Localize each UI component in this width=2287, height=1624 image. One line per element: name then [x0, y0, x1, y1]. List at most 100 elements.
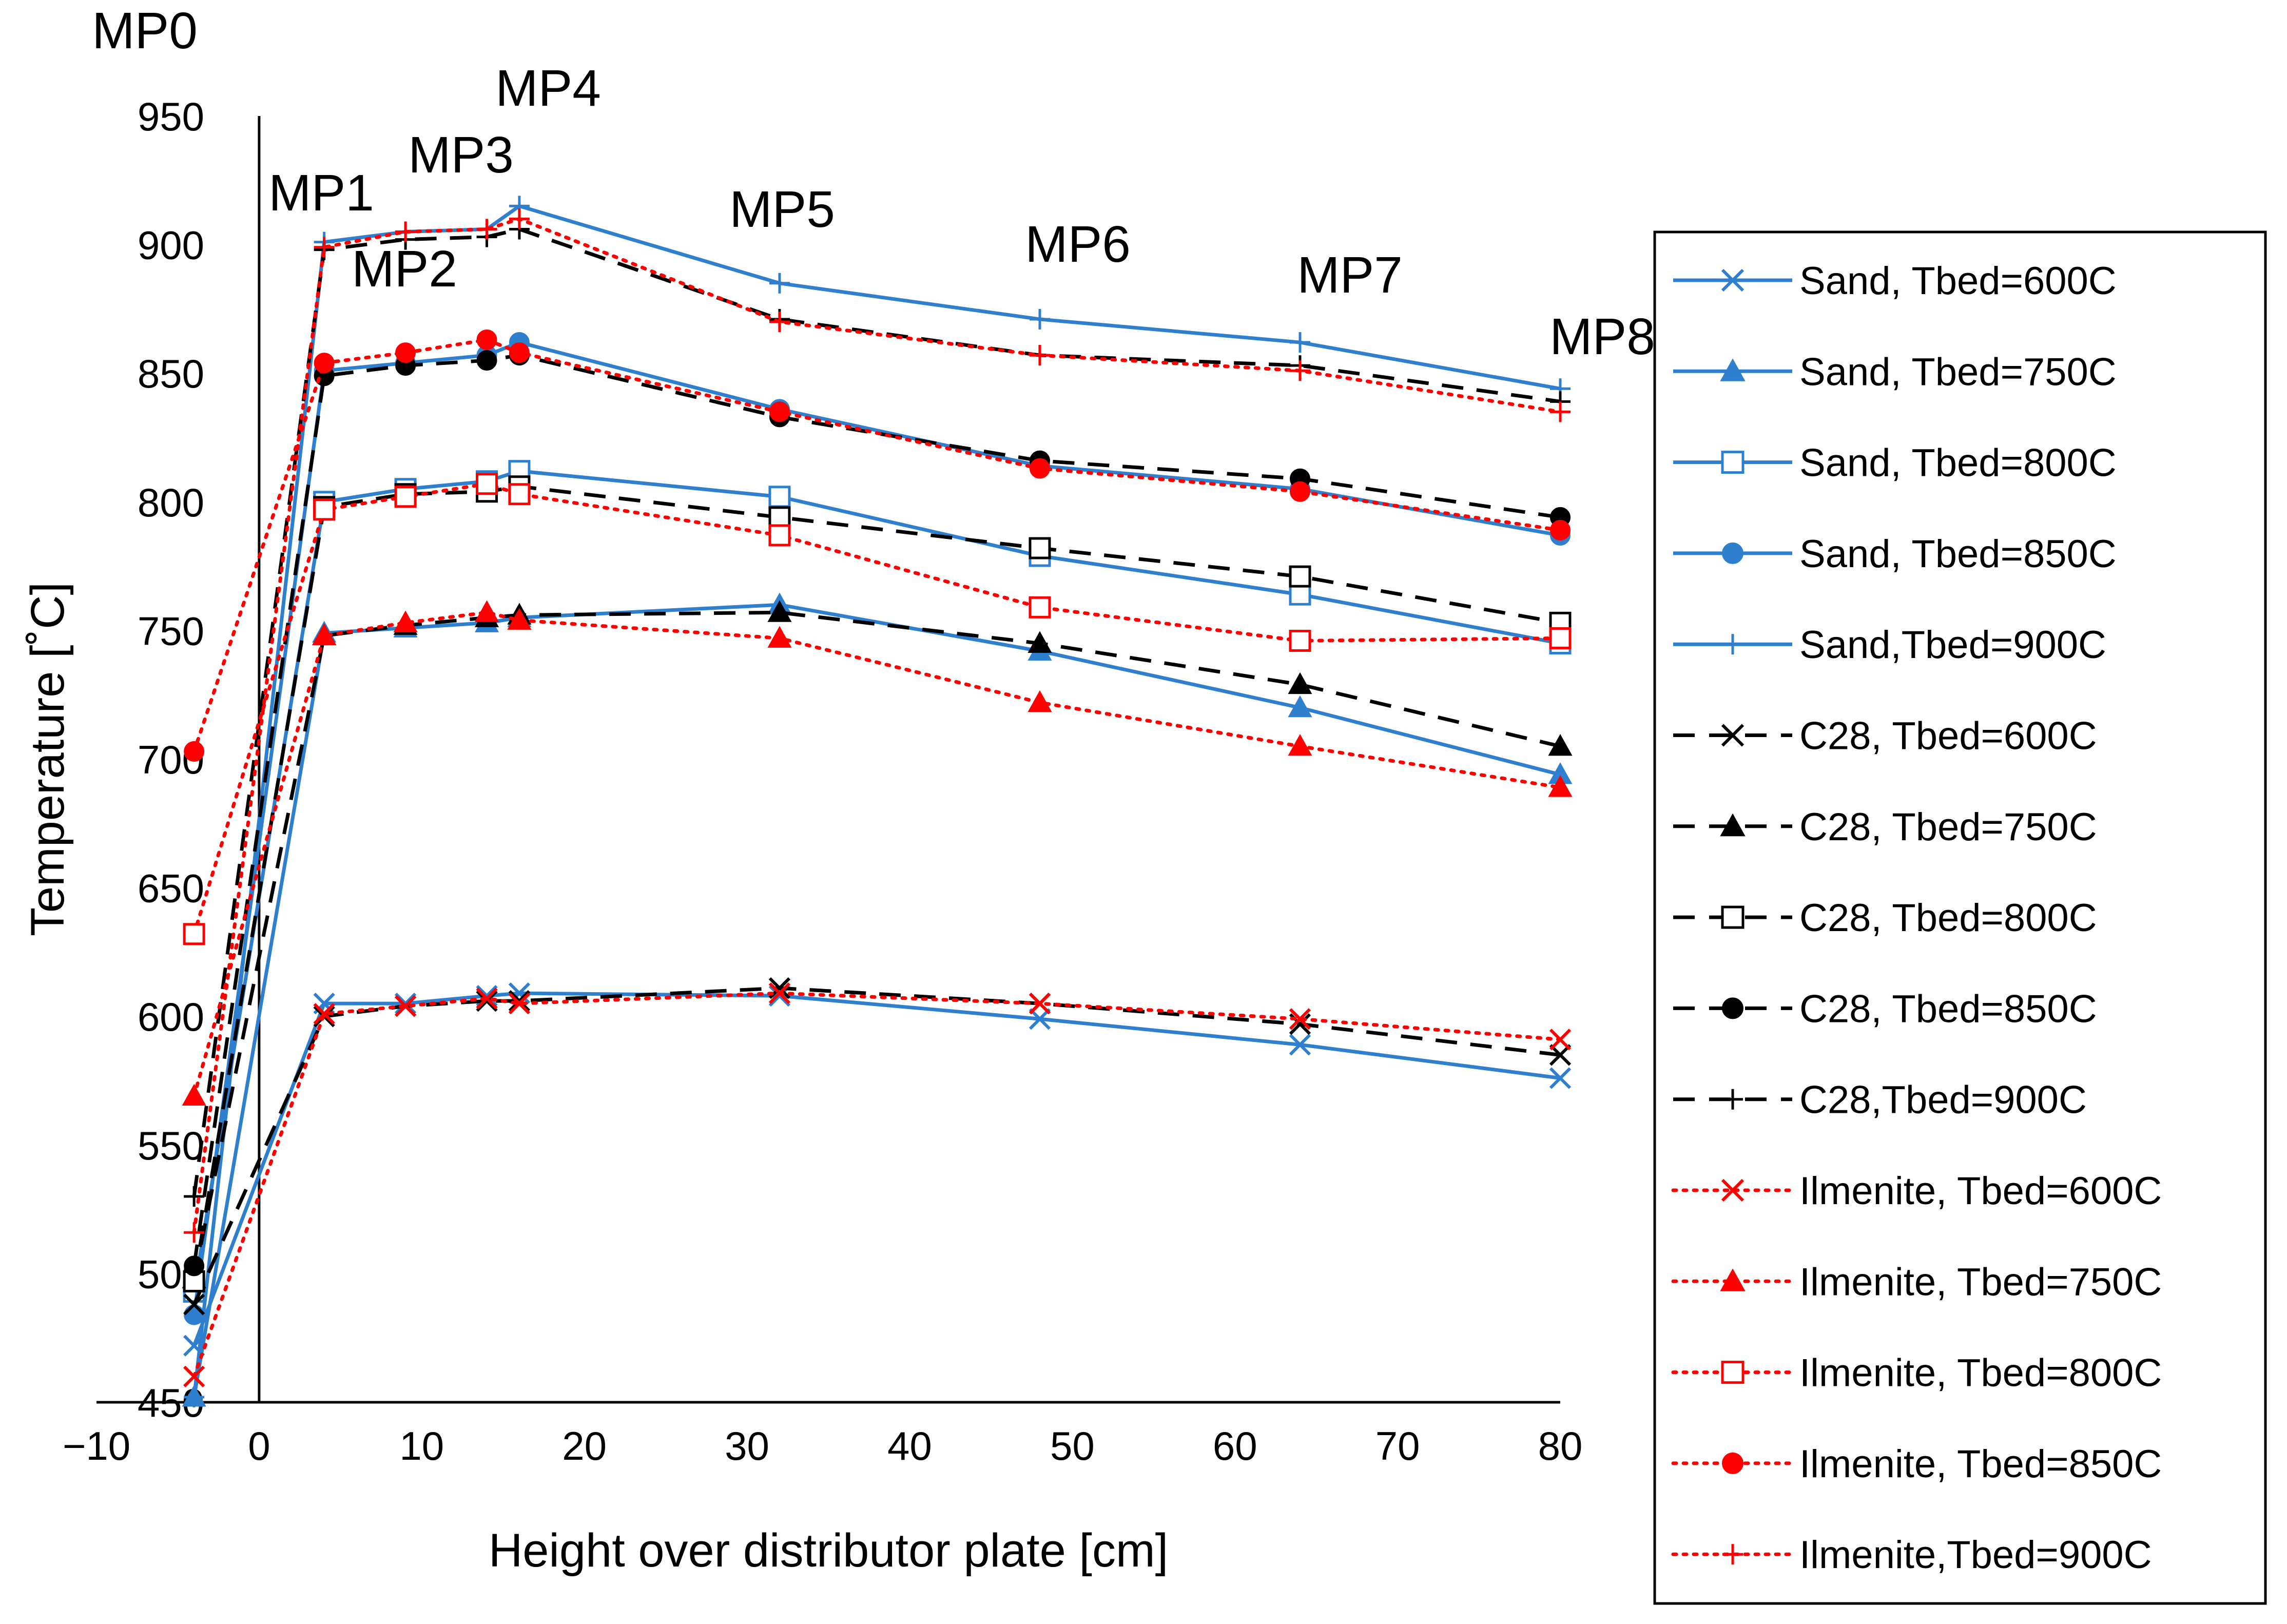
legend-label: Sand,Tbed=900C — [1799, 623, 2106, 667]
legend-item: C28, Tbed=750C — [1673, 805, 2097, 849]
legend-label: Sand, Tbed=600C — [1799, 259, 2117, 303]
data-point — [1549, 627, 1572, 649]
legend-marker — [1721, 268, 1745, 292]
x-tick-label: 60 — [1213, 1423, 1257, 1468]
y-axis-title: Temperature [˚C] — [22, 582, 74, 936]
legend-label: Sand, Tbed=850C — [1799, 532, 2117, 576]
data-point — [184, 1255, 205, 1277]
data-point — [1548, 734, 1573, 756]
data-point — [1028, 690, 1052, 712]
legend-label: Sand, Tbed=750C — [1799, 350, 2117, 394]
series-13 — [183, 473, 1572, 945]
mp-label-mp5: MP5 — [729, 181, 835, 238]
legend-item: Sand, Tbed=750C — [1673, 350, 2117, 394]
legend-item: C28, Tbed=850C — [1673, 987, 2097, 1031]
series-2 — [182, 592, 1573, 1407]
data-point — [1550, 401, 1571, 422]
data-point — [768, 524, 791, 547]
data-point — [769, 401, 790, 422]
legend-marker — [1721, 1178, 1745, 1202]
y-tick-label: 600 — [138, 994, 204, 1039]
x-tick-label: 30 — [725, 1423, 769, 1468]
data-point — [313, 1003, 335, 1025]
y-tick-label: 750 — [138, 608, 204, 653]
data-point — [769, 273, 790, 294]
data-point — [183, 1365, 205, 1388]
legend-item: Ilmenite, Tbed=800C — [1671, 1351, 2162, 1395]
legend-label: Ilmenite, Tbed=850C — [1799, 1442, 2162, 1486]
data-point — [1288, 672, 1312, 694]
data-point — [1550, 519, 1571, 540]
legend-item: C28, Tbed=800C — [1673, 896, 2097, 940]
data-point — [184, 1222, 205, 1243]
series-line — [192, 991, 1562, 1379]
data-point — [476, 990, 498, 1012]
series-12 — [182, 600, 1573, 1106]
legend-label: C28, Tbed=800C — [1799, 896, 2097, 940]
series-line — [192, 610, 1561, 1280]
legend-marker — [1720, 1268, 1746, 1291]
data-point — [1289, 360, 1310, 381]
legend-label: Ilmenite,Tbed=900C — [1799, 1533, 2152, 1577]
legend-item: C28,Tbed=900C — [1673, 1078, 2087, 1122]
legend-item: Ilmenite, Tbed=600C — [1671, 1169, 2162, 1213]
mp-label-mp7: MP7 — [1297, 246, 1403, 304]
data-point — [1029, 993, 1051, 1015]
data-point — [1288, 695, 1312, 718]
y-tick-label: 550 — [138, 1123, 204, 1168]
data-point — [1028, 631, 1052, 653]
data-point — [183, 1293, 205, 1316]
y-tick-label: 650 — [138, 866, 204, 911]
data-point — [1029, 596, 1051, 618]
y-tick-label: 900 — [138, 223, 204, 268]
data-point — [1289, 481, 1310, 502]
data-point — [1289, 565, 1311, 588]
plot-series — [182, 196, 1573, 1407]
data-point — [767, 626, 792, 648]
series-line — [192, 986, 1561, 1305]
data-point — [1288, 734, 1312, 756]
data-point — [393, 610, 418, 632]
data-point — [508, 990, 531, 1012]
data-point — [314, 353, 335, 374]
mp-label-mp6: MP6 — [1025, 216, 1131, 273]
data-point — [1289, 629, 1311, 652]
data-point — [476, 473, 498, 495]
series-15 — [184, 208, 1571, 1243]
data-point — [508, 483, 531, 506]
x-axis-title: Height over distributor plate [cm] — [489, 1524, 1168, 1577]
x-tick-label: 50 — [1050, 1423, 1095, 1468]
data-point — [183, 923, 205, 945]
series-line — [192, 482, 1562, 936]
legend-marker — [1722, 542, 1743, 564]
data-point — [1029, 458, 1050, 479]
legend-item: Sand, Tbed=800C — [1673, 441, 2117, 485]
legend-marker — [1722, 1089, 1743, 1110]
x-tick-label: 0 — [248, 1423, 270, 1468]
series-6 — [183, 977, 1572, 1316]
series-4 — [184, 332, 1571, 1325]
series-10 — [184, 219, 1571, 1207]
legend-marker — [1721, 905, 1745, 929]
legend-item: Ilmenite, Tbed=750C — [1671, 1260, 2162, 1304]
legend-label: C28,Tbed=900C — [1799, 1078, 2087, 1122]
series-line — [192, 991, 1561, 1346]
mp-label-mp8: MP8 — [1549, 308, 1655, 365]
data-point — [476, 330, 497, 351]
data-point — [1029, 1008, 1051, 1030]
mp-label-mp2: MP2 — [352, 240, 457, 298]
x-tick-label: 70 — [1375, 1423, 1420, 1468]
data-point — [314, 237, 335, 258]
data-point — [394, 486, 417, 508]
data-point — [1029, 308, 1050, 330]
data-point — [395, 221, 416, 242]
data-point — [768, 486, 791, 508]
data-point — [395, 342, 416, 363]
x-tick-label: 10 — [399, 1423, 444, 1468]
legend-marker — [1722, 634, 1743, 655]
series-7 — [182, 600, 1573, 1288]
legend-items: Sand, Tbed=600C Sand, Tbed=750C Sand, Tbed… — [1671, 259, 2162, 1577]
data-point — [1549, 1029, 1572, 1051]
y-tick-label: 850 — [138, 351, 204, 396]
